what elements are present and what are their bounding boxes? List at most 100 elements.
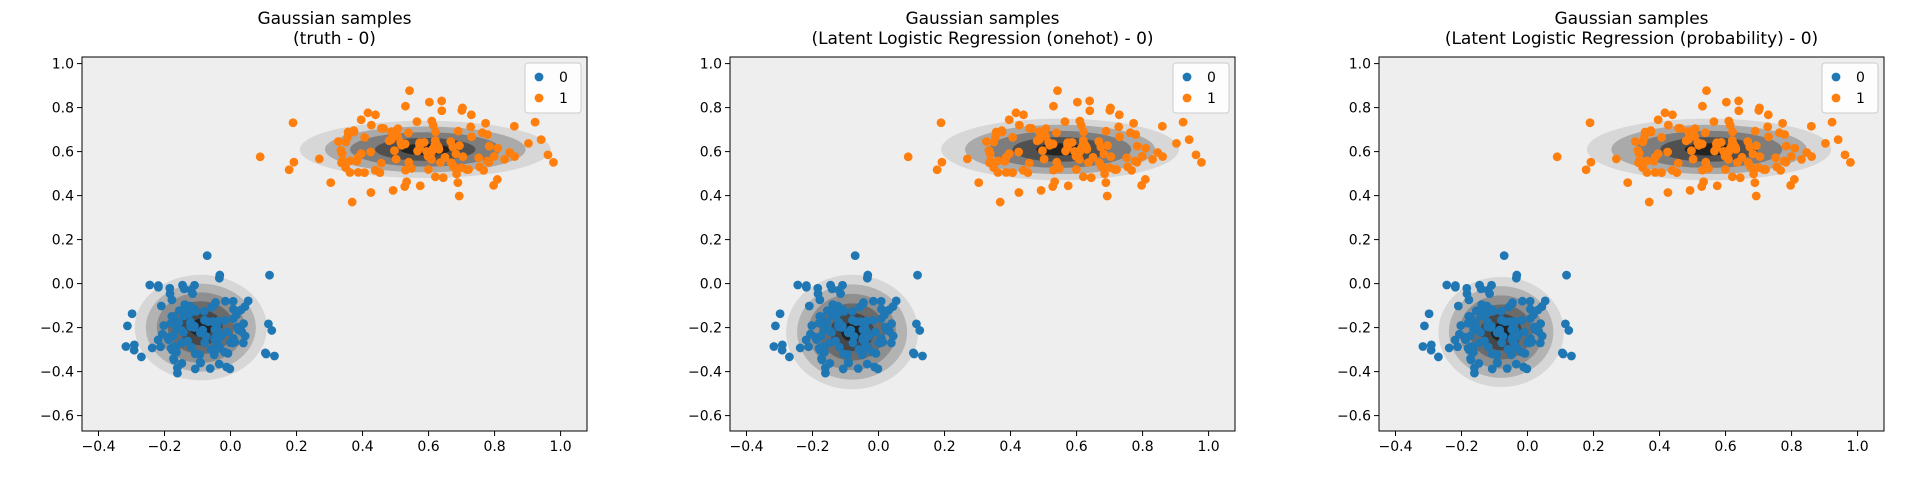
- scatter-point-class-0: [1562, 270, 1571, 280]
- scatter-point-class-0: [172, 363, 182, 373]
- scatter-point-class-0: [222, 327, 232, 337]
- y-tick-label: 0.0: [700, 277, 722, 293]
- legend-marker-1: [1831, 93, 1841, 103]
- scatter-point-class-1: [1663, 120, 1673, 130]
- scatter-point-class-0: [165, 283, 175, 293]
- y-tick-label: 0.2: [1349, 233, 1371, 249]
- scatter-point-class-1: [1106, 152, 1116, 162]
- scatter-point-class-1: [932, 165, 942, 175]
- scatter-point-class-1: [1114, 122, 1124, 132]
- scatter-point-class-0: [847, 306, 857, 316]
- scatter-point-class-1: [360, 132, 370, 142]
- y-tick-label: 1.0: [1349, 57, 1371, 73]
- scatter-point-class-1: [415, 138, 425, 148]
- scatter-point-class-0: [166, 318, 176, 328]
- scatter-point-class-0: [156, 301, 166, 311]
- scatter-point-class-0: [220, 316, 230, 325]
- scatter-point-class-0: [777, 345, 787, 355]
- scatter-point-class-0: [820, 363, 830, 373]
- scatter-point-class-1: [1132, 157, 1142, 167]
- scatter-point-class-0: [804, 342, 813, 352]
- scatter-point-class-1: [1688, 126, 1698, 135]
- scatter-point-class-1: [366, 147, 376, 157]
- scatter-point-class-1: [341, 163, 351, 172]
- scatter-point-class-0: [1455, 329, 1464, 339]
- scatter-point-class-0: [806, 329, 815, 339]
- scatter-point-class-1: [1050, 177, 1060, 187]
- x-tick-label: 0.8: [483, 439, 505, 455]
- scatter-point-class-0: [838, 349, 848, 359]
- scatter-point-class-1: [1827, 117, 1837, 127]
- scatter-point-class-0: [915, 326, 925, 335]
- x-tick-label: −0.2: [148, 439, 182, 455]
- scatter-point-class-1: [1137, 152, 1147, 161]
- scatter-point-class-0: [870, 327, 880, 337]
- scatter-point-class-1: [1086, 173, 1096, 183]
- scatter-point-class-1: [347, 197, 357, 207]
- scatter-point-class-0: [813, 283, 823, 293]
- scatter-point-class-0: [1561, 319, 1570, 329]
- scatter-point-class-1: [1019, 110, 1028, 120]
- scatter-point-class-1: [1786, 152, 1796, 161]
- x-tick-label: 0.4: [351, 439, 373, 455]
- y-tick-label: −0.2: [40, 321, 74, 337]
- x-tick-label: 0.2: [285, 439, 307, 455]
- scatter-point-class-1: [1789, 175, 1799, 184]
- y-tick-label: 0.0: [52, 277, 74, 293]
- x-tick-label: 0.2: [1582, 439, 1604, 455]
- scatter-point-class-0: [1476, 284, 1486, 294]
- scatter-point-class-0: [846, 325, 856, 335]
- scatter-point-class-0: [876, 296, 886, 306]
- scatter-point-class-0: [169, 342, 179, 352]
- scatter-point-class-0: [190, 349, 200, 359]
- scatter-point-class-1: [1061, 146, 1070, 156]
- scatter-point-class-1: [457, 106, 467, 115]
- scatter-point-class-0: [191, 306, 201, 316]
- scatter-point-class-1: [1806, 121, 1816, 131]
- y-tick-label: 0.0: [1349, 277, 1371, 293]
- scatter-point-class-1: [1014, 120, 1024, 130]
- scatter-point-class-0: [858, 299, 868, 309]
- scatter-point-class-1: [1712, 181, 1722, 191]
- scatter-point-class-1: [288, 118, 298, 128]
- scatter-point-class-0: [838, 364, 848, 374]
- scatter-point-class-0: [1558, 349, 1568, 359]
- scatter-point-class-0: [843, 357, 853, 367]
- scatter-point-class-0: [1495, 325, 1505, 335]
- scatter-point-class-0: [859, 345, 869, 354]
- scatter-point-class-0: [1510, 331, 1520, 341]
- scatter-point-class-1: [1634, 149, 1644, 158]
- scatter-point-class-1: [356, 149, 366, 158]
- scatter-point-class-0: [1461, 335, 1470, 345]
- scatter-point-class-1: [453, 126, 463, 136]
- scatter-point-class-1: [1078, 172, 1088, 182]
- scatter-point-class-1: [1674, 123, 1683, 133]
- scatter-point-class-0: [769, 342, 779, 351]
- scatter-point-class-0: [863, 270, 873, 280]
- scatter-point-class-1: [326, 178, 336, 188]
- scatter-point-class-0: [1508, 345, 1518, 354]
- scatter-point-class-0: [147, 343, 157, 353]
- scatter-point-class-0: [868, 316, 878, 325]
- scatter-point-class-1: [255, 152, 265, 162]
- legend-marker-1: [1182, 93, 1192, 103]
- scatter-point-class-1: [1701, 128, 1710, 138]
- x-tick-label: 0.4: [1648, 439, 1670, 455]
- scatter-point-class-1: [1833, 135, 1843, 144]
- scatter-point-class-0: [1505, 317, 1515, 327]
- scatter-point-class-1: [1101, 178, 1111, 188]
- chart-title-line: Gaussian samples: [905, 9, 1059, 29]
- scatter-point-class-1: [1049, 165, 1058, 175]
- scatter-point-class-0: [1502, 364, 1512, 373]
- scatter-point-class-1: [1085, 96, 1095, 106]
- scatter-point-class-1: [1123, 162, 1133, 172]
- scatter-point-class-1: [524, 138, 533, 148]
- scatter-point-class-1: [474, 153, 484, 163]
- scatter-point-class-0: [220, 296, 230, 306]
- scatter-point-class-0: [127, 309, 137, 319]
- plot-background: [1379, 57, 1884, 431]
- scatter-point-class-1: [1781, 141, 1791, 151]
- scatter-point-class-1: [1178, 117, 1188, 127]
- scatter-point-class-1: [1039, 154, 1049, 164]
- y-tick-label: −0.4: [688, 365, 722, 381]
